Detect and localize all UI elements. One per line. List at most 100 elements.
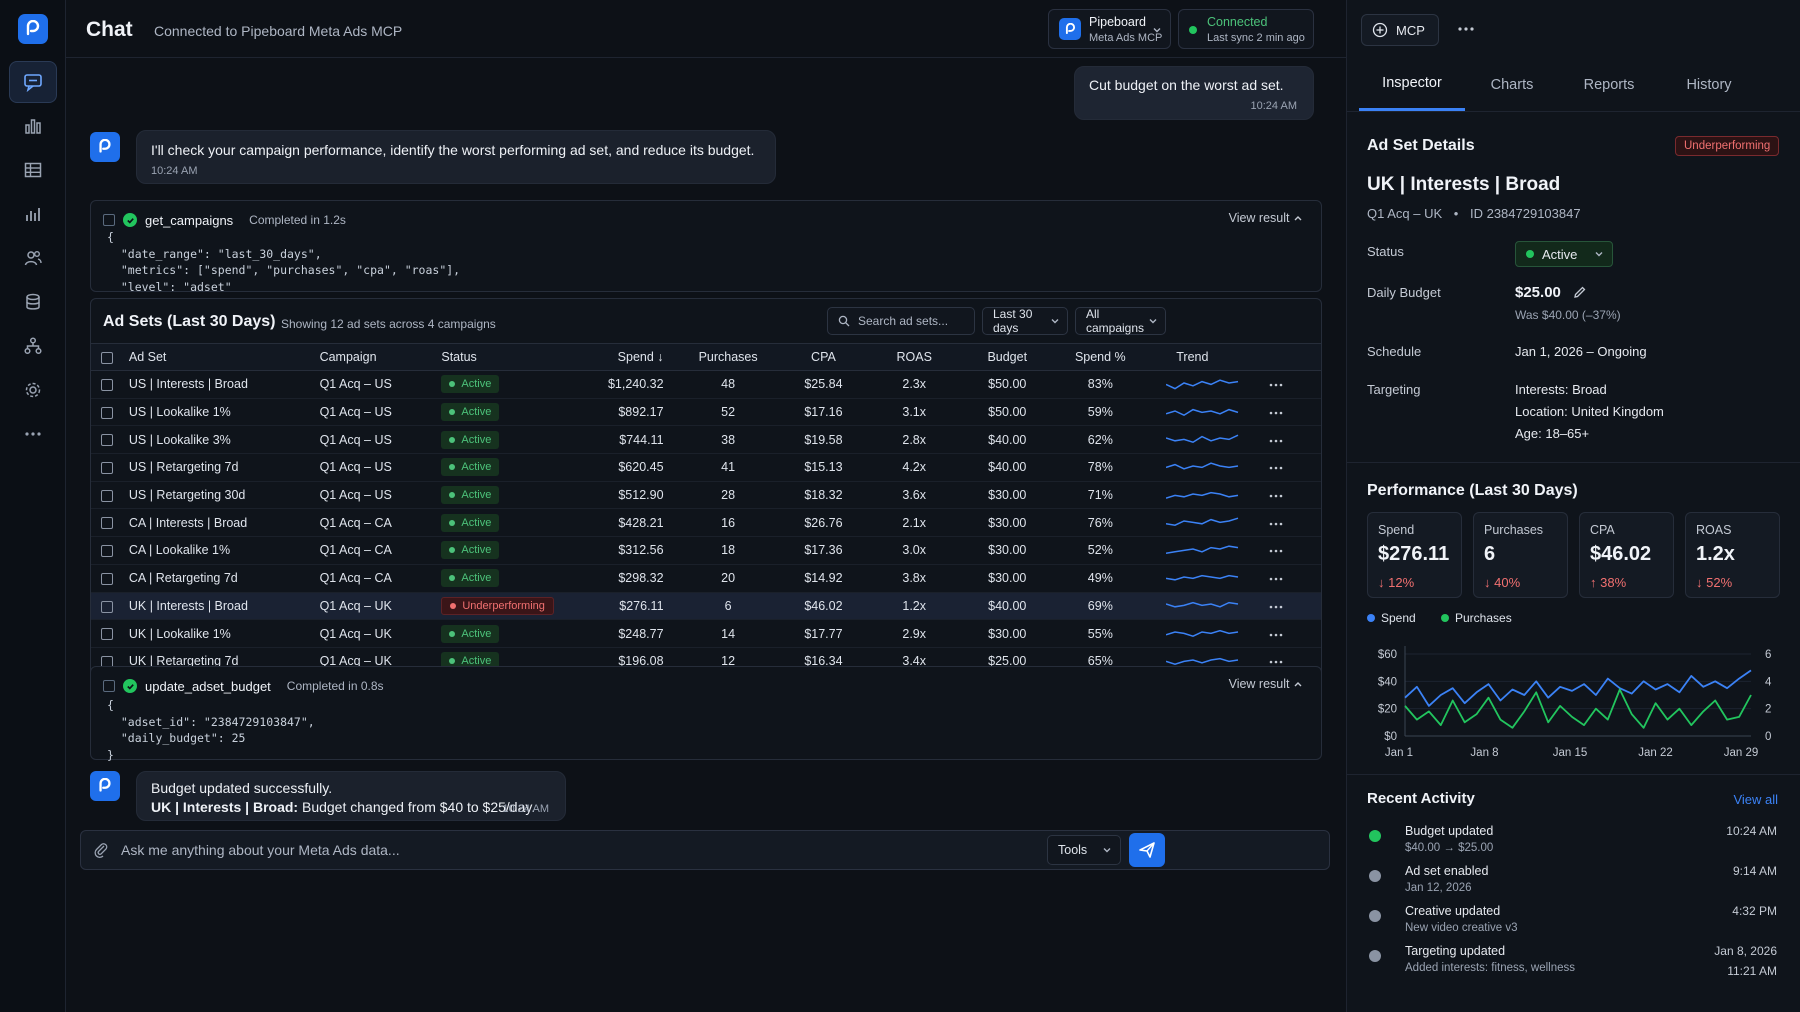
col-status[interactable]: Status: [433, 343, 572, 371]
activity-item[interactable]: Ad set enabled Jan 12, 2026 9:14 AM: [1367, 864, 1777, 904]
x-tick-label: Jan 8: [1470, 747, 1498, 759]
table-row[interactable]: UK | Lookalike 1% Q1 Acq – UK Active $248.7…: [91, 619, 1321, 648]
cell-purchases: 52: [677, 398, 779, 427]
tool-status: Completed in 1.2s: [249, 213, 346, 227]
pencil-icon[interactable]: [1573, 285, 1587, 299]
table-row[interactable]: CA | Interests | Broad Q1 Acq – CA Active $…: [91, 508, 1321, 538]
send-button[interactable]: [1129, 833, 1165, 867]
tab-charts[interactable]: Charts: [1490, 76, 1534, 93]
chevron-up-icon: [1294, 216, 1302, 221]
row-checkbox[interactable]: [101, 434, 113, 447]
row-more-icon[interactable]: [1269, 493, 1283, 499]
cell-spend-pct: 59%: [1054, 398, 1147, 427]
bar-chart-icon[interactable]: [9, 105, 57, 147]
cell-purchases: 16: [677, 508, 779, 538]
activity-item[interactable]: Creative updated New video creative v3 4:3…: [1367, 904, 1777, 944]
table-row[interactable]: CA | Lookalike 1% Q1 Acq – CA Active $312.5…: [91, 536, 1321, 565]
row-more-icon[interactable]: [1269, 410, 1283, 416]
activity-sub: New video creative v3: [1405, 922, 1518, 934]
status-badge: Active: [441, 513, 500, 532]
status-badge: Active: [441, 458, 500, 477]
campaign-filter-select[interactable]: All campaigns: [1075, 307, 1166, 335]
row-checkbox[interactable]: [101, 628, 113, 641]
connector-selector[interactable]: Pipeboard Meta Ads MCP: [1048, 9, 1171, 49]
users-icon[interactable]: [9, 237, 57, 279]
database-icon[interactable]: [9, 281, 57, 323]
col-budget[interactable]: Budget: [960, 343, 1055, 371]
row-more-icon[interactable]: [1269, 548, 1283, 554]
col-spend[interactable]: Spend ↓: [571, 343, 678, 371]
paperclip-icon[interactable]: [93, 842, 109, 858]
table-row[interactable]: US | Retargeting 30d Q1 Acq – US Active $51…: [91, 481, 1321, 510]
network-icon[interactable]: [9, 325, 57, 367]
col-purchases[interactable]: Purchases: [677, 343, 779, 371]
table-row[interactable]: UK | Interests | Broad Q1 Acq – UK Underpe…: [91, 592, 1321, 621]
select-all-checkbox[interactable]: [101, 351, 113, 364]
more-icon[interactable]: [9, 413, 57, 455]
col-spend-pct[interactable]: Spend %: [1054, 343, 1147, 371]
cell-spend: $248.77: [571, 619, 678, 648]
tab-reports[interactable]: Reports: [1583, 76, 1635, 93]
row-more-icon[interactable]: [1269, 576, 1283, 582]
cell-budget: $30.00: [960, 619, 1055, 648]
col-adset[interactable]: Ad Set: [120, 343, 312, 371]
cell-cpa: $26.76: [778, 508, 869, 538]
cell-purchases: 18: [677, 536, 779, 565]
trend-sparkline: [1166, 434, 1239, 444]
assistant-final-message: Budget updated successfully. UK | Intere…: [136, 771, 566, 821]
activity-item[interactable]: Budget updated $40.00 → $25.00 10:24 AM: [1367, 824, 1777, 864]
row-more-icon[interactable]: [1269, 521, 1283, 527]
mcp-button[interactable]: MCP: [1361, 14, 1439, 46]
view-result-button[interactable]: View result: [1229, 677, 1303, 691]
row-checkbox[interactable]: [101, 572, 113, 585]
activity-time-1: 10:24 AM: [1726, 824, 1777, 838]
tab-history[interactable]: History: [1686, 76, 1732, 93]
row-more-icon[interactable]: [1269, 382, 1283, 388]
collapse-toggle-icon[interactable]: [103, 680, 115, 692]
row-more-icon[interactable]: [1269, 659, 1283, 665]
page-title: Chat: [86, 18, 133, 41]
col-campaign[interactable]: Campaign: [311, 343, 434, 371]
app-logo[interactable]: [18, 14, 48, 44]
message-input[interactable]: Ask me anything about your Meta Ads data…: [121, 842, 400, 858]
row-checkbox[interactable]: [101, 462, 113, 475]
col-roas[interactable]: ROAS: [868, 343, 961, 371]
row-more-icon[interactable]: [1269, 438, 1283, 444]
cell-adset: US | Interests | Broad: [120, 370, 312, 399]
row-checkbox[interactable]: [101, 517, 113, 530]
tab-inspector[interactable]: Inspector: [1359, 58, 1465, 111]
row-more-icon[interactable]: [1269, 604, 1283, 610]
assistant-logo-icon: [99, 139, 111, 153]
row-checkbox[interactable]: [101, 489, 113, 502]
table-row[interactable]: CA | Retargeting 7d Q1 Acq – CA Active $298…: [91, 564, 1321, 593]
analytics-icon[interactable]: [9, 193, 57, 235]
date-range-select[interactable]: Last 30 days: [982, 307, 1068, 335]
row-checkbox[interactable]: [101, 379, 113, 392]
adset-id: 2384729103847: [1486, 206, 1581, 221]
table-row[interactable]: US | Interests | Broad Q1 Acq – US Active $…: [91, 370, 1321, 399]
col-cpa[interactable]: CPA: [778, 343, 869, 371]
more-options-icon[interactable]: [1457, 24, 1475, 34]
table-icon[interactable]: [9, 149, 57, 191]
row-checkbox[interactable]: [101, 406, 113, 419]
row-more-icon[interactable]: [1269, 632, 1283, 638]
chat-icon[interactable]: [9, 61, 57, 103]
table-row[interactable]: US | Lookalike 1% Q1 Acq – US Active $892.1…: [91, 398, 1321, 427]
collapse-toggle-icon[interactable]: [103, 214, 115, 226]
view-all-link[interactable]: View all: [1733, 792, 1778, 807]
x-tick-label: Jan 22: [1638, 747, 1673, 759]
view-result-button[interactable]: View result: [1229, 211, 1303, 225]
metric-delta: ↓ 12%: [1378, 575, 1415, 590]
tools-menu-button[interactable]: Tools: [1047, 835, 1121, 865]
row-checkbox[interactable]: [101, 545, 113, 558]
adsets-search-input[interactable]: Search ad sets...: [827, 307, 975, 335]
activity-item[interactable]: Targeting updated Added interests: fitnes…: [1367, 944, 1777, 984]
table-row[interactable]: US | Retargeting 7d Q1 Acq – US Active $620…: [91, 453, 1321, 482]
assistant-message-text: I'll check your campaign performance, id…: [151, 142, 755, 158]
row-checkbox[interactable]: [101, 600, 113, 613]
status-dropdown[interactable]: Active: [1515, 241, 1613, 267]
settings-icon[interactable]: [9, 369, 57, 411]
table-row[interactable]: US | Lookalike 3% Q1 Acq – US Active $744.1…: [91, 425, 1321, 455]
row-more-icon[interactable]: [1269, 465, 1283, 471]
cell-adset: US | Retargeting 30d: [120, 481, 312, 510]
